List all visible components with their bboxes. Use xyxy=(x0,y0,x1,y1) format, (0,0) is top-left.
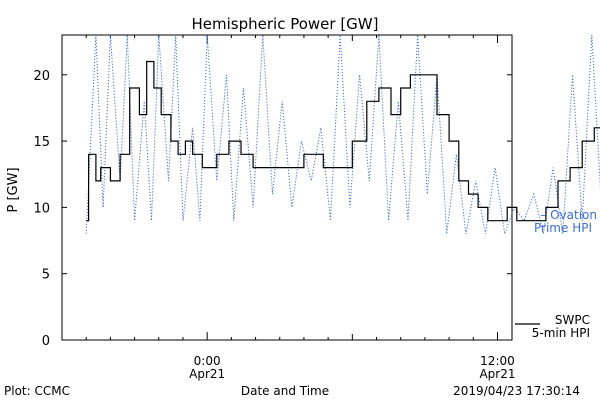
legend-ovation-line-1: – Ovation xyxy=(540,208,597,222)
x-tick-date-label: Apr21 xyxy=(189,367,225,381)
footer-timestamp: 2019/04/23 17:30:14 xyxy=(453,384,580,398)
x-axis-label: Date and Time xyxy=(241,384,329,398)
x-axis: 0:00Apr2112:00Apr210:00Apr2212:00Apr220:… xyxy=(61,35,515,381)
x-tick-date-label: Apr21 xyxy=(479,367,515,381)
y-tick-label: 5 xyxy=(42,268,50,283)
y-tick-label: 20 xyxy=(33,69,50,84)
legend-swpc-line-2: 5-min HPI xyxy=(532,326,590,340)
legend-swpc-line-1: SWPC xyxy=(555,313,590,327)
chart-title: Hemispheric Power [GW] xyxy=(192,15,379,33)
series-swpc-hpi xyxy=(86,60,600,222)
footer-left: Plot: CCMC xyxy=(4,384,70,398)
y-axis: 0 5 10 15 20 xyxy=(33,69,512,349)
x-tick-time-label: 0:00 xyxy=(194,354,221,368)
y-axis-label: P [GW] xyxy=(6,167,21,212)
x-tick-time-label: 12:00 xyxy=(480,354,515,368)
y-tick-label: 10 xyxy=(33,201,50,216)
y-tick-label: 0 xyxy=(42,334,50,349)
legend-ovation-line-2: Prime HPI xyxy=(534,221,592,235)
series-ovation-prime-hpi xyxy=(85,34,600,235)
plot-area: 0 5 10 15 20 0:00Apr2112:00Apr210:00Apr2212:… xyxy=(33,34,600,381)
legend-ovation: – Ovation Prime HPI xyxy=(534,208,597,235)
y-tick-label: 15 xyxy=(33,135,50,150)
legend-swpc: SWPC 5-min HPI xyxy=(515,313,590,340)
plot-frame xyxy=(61,34,513,341)
